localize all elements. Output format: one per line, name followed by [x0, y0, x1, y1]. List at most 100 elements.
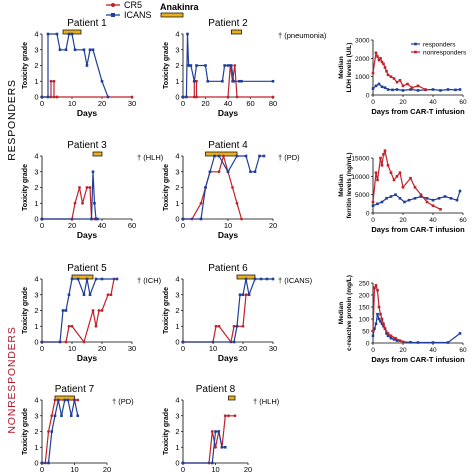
data-point	[60, 414, 63, 418]
data-point	[214, 445, 217, 449]
y-tick-label: 3	[34, 411, 38, 420]
y-tick-label: 4	[34, 275, 38, 284]
x-tick-label: 0	[371, 347, 375, 354]
data-point	[371, 71, 375, 75]
x-tick-label: 10	[224, 221, 232, 230]
data-point	[235, 324, 239, 328]
data-point	[49, 79, 53, 83]
y-tick-label: 1	[34, 443, 38, 452]
x-tick-label: 20	[239, 344, 247, 353]
anakinra-bar	[205, 151, 238, 157]
data-point	[199, 217, 203, 221]
y-tick-label: 0	[366, 93, 370, 100]
y-tick-label: 0	[175, 93, 179, 102]
data-point	[382, 324, 385, 328]
data-point	[244, 277, 248, 281]
y-tick-label: 3	[175, 45, 179, 54]
y-tick-label: 1	[34, 199, 38, 208]
data-point	[67, 32, 71, 36]
data-point	[206, 79, 210, 83]
y-tick-label: 10000	[351, 174, 369, 181]
y-tick-label: 2	[34, 306, 38, 315]
legend-anakinra-label: Anakinra	[160, 2, 200, 12]
data-point	[55, 32, 59, 36]
data-point	[232, 340, 236, 344]
x-axis-label: Days	[218, 108, 239, 118]
data-point	[379, 57, 382, 60]
x-tick-label: 30	[128, 344, 136, 353]
y-tick-label: 100	[359, 317, 370, 324]
data-point	[395, 80, 399, 84]
data-point	[377, 58, 381, 62]
data-point	[374, 171, 378, 174]
data-point	[53, 398, 57, 402]
data-point	[443, 195, 447, 198]
panel-title: Patient 6	[208, 263, 248, 274]
x-tick-label: 40	[429, 99, 437, 106]
data-point	[61, 309, 65, 312]
data-point	[416, 89, 420, 92]
data-point	[241, 324, 245, 328]
y-tick-label: 1	[175, 322, 179, 331]
data-point	[377, 82, 381, 86]
x-axis-label: Days	[77, 108, 98, 118]
x-tick-label: 0	[181, 344, 185, 353]
data-point	[91, 48, 95, 52]
data-point	[407, 198, 411, 202]
data-point	[85, 186, 89, 189]
data-point	[382, 153, 385, 156]
y-axis-label-line: c-reactive protein (mg/L)	[346, 275, 353, 351]
x-tick-label: 0	[40, 99, 44, 108]
data-point	[85, 277, 89, 281]
y-tick-label: 150	[359, 305, 370, 312]
x-tick-label: 20	[399, 347, 407, 354]
x-tick-label: 40	[429, 217, 437, 224]
y-axis-label: Toxicity grade	[163, 408, 170, 455]
data-point	[376, 288, 379, 292]
data-point	[240, 217, 243, 221]
data-point	[204, 186, 207, 189]
y-tick-label: 2	[34, 61, 38, 70]
data-point	[379, 312, 382, 316]
data-point	[226, 95, 230, 99]
x-tick-label: 10	[211, 465, 219, 474]
data-point	[58, 48, 62, 52]
y-axis-label: Toxicity grade	[163, 42, 170, 89]
data-point	[195, 95, 198, 99]
data-point	[391, 88, 394, 92]
data-point	[382, 322, 385, 326]
data-point	[52, 95, 56, 99]
data-point	[398, 197, 402, 200]
y-axis-label: MedianLDH levels (U/L)	[338, 43, 353, 93]
data-point	[374, 322, 378, 326]
data-point	[380, 60, 384, 64]
x-axis-label: Days	[218, 230, 239, 240]
death-annotation: † (HLH)	[137, 153, 164, 162]
y-tick-label: 4	[34, 152, 38, 161]
data-point	[64, 340, 68, 344]
data-point	[185, 95, 188, 99]
data-point	[217, 430, 221, 433]
chart-panel-6: Patient 6 0 1 2 3 4 0 10 20 30 Days Toxicity grade †…	[163, 263, 313, 363]
y-tick-label: 4	[34, 30, 38, 39]
y-axis-label: Medianferritin levels (ng/mL)	[338, 152, 353, 218]
y-tick-label: 250	[359, 281, 370, 288]
data-point	[380, 317, 384, 321]
data-point	[66, 398, 70, 402]
data-point	[109, 293, 113, 297]
series-line-2	[42, 278, 117, 343]
death-annotation: † (ICANS)	[278, 276, 313, 285]
data-point	[50, 414, 54, 418]
data-point	[106, 293, 110, 297]
y-tick-label: 2	[34, 183, 38, 192]
data-point	[223, 445, 227, 449]
data-point	[380, 164, 384, 167]
data-point	[425, 197, 429, 200]
data-point	[100, 309, 104, 312]
data-point	[214, 430, 217, 433]
x-tick-label: 20	[103, 465, 111, 474]
x-tick-label: 40	[224, 99, 232, 108]
y-tick-label: 200	[359, 293, 370, 300]
top-legend: CR5 ICANS Anakinra	[106, 0, 200, 20]
data-point	[226, 64, 230, 67]
